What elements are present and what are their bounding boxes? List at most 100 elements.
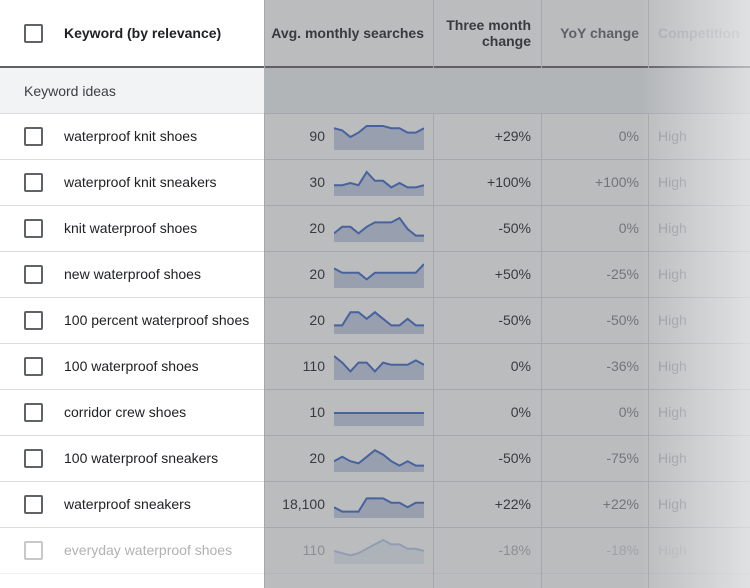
header-avg-monthly-searches[interactable]: Avg. monthly searches — [271, 25, 424, 41]
trend-sparkline — [334, 263, 424, 288]
trend-sparkline — [334, 310, 424, 334]
yoy-change: +100% — [595, 174, 639, 190]
sparkline-line — [334, 538, 424, 557]
sparkline-area — [334, 540, 424, 564]
competition-level: High — [658, 266, 687, 282]
sparkline-line — [334, 449, 424, 467]
sparkline-area — [334, 172, 424, 196]
three-month-change: +50% — [494, 266, 531, 282]
keyword-text: new waterproof shoes — [64, 266, 201, 282]
sparkline-area — [334, 218, 424, 242]
sparkline-line — [334, 125, 424, 139]
three-month-change: -18% — [498, 542, 531, 558]
row-checkbox[interactable] — [24, 219, 43, 238]
competition-level: High — [658, 174, 687, 190]
table-row[interactable]: everyday waterproof shoes 110 -18% -18% High — [0, 528, 750, 574]
column-divider — [433, 0, 434, 588]
sparkline-area — [334, 264, 424, 288]
table-row[interactable]: new waterproof shoes 20 +50% -25% High — [0, 252, 750, 298]
avg-monthly-searches: 20 — [309, 220, 325, 236]
avg-monthly-searches: 10 — [309, 404, 325, 420]
competition-level: High — [658, 404, 687, 420]
keyword-text: 100 waterproof shoes — [64, 358, 199, 374]
yoy-change: 0% — [618, 128, 639, 144]
avg-monthly-searches: 90 — [309, 128, 325, 144]
column-divider — [264, 0, 265, 588]
yoy-change: 0% — [618, 220, 639, 236]
three-month-change: -50% — [498, 220, 531, 236]
competition-level: High — [658, 542, 687, 558]
competition-level: High — [658, 220, 687, 236]
yoy-change: -75% — [606, 450, 639, 466]
table-row[interactable]: 100 waterproof sneakers 20 -50% -75% High — [0, 436, 750, 482]
select-all-checkbox[interactable] — [24, 23, 43, 43]
avg-monthly-searches: 110 — [302, 358, 325, 374]
table-row[interactable]: corridor crew shoes 10 0% 0% High — [0, 390, 750, 436]
table-row[interactable]: 100 percent waterproof shoes 20 -50% -50% Hi… — [0, 298, 750, 344]
row-checkbox[interactable] — [24, 311, 43, 330]
trend-sparkline — [334, 125, 424, 150]
table-row[interactable]: waterproof knit shoes 90 +29% 0% High — [0, 114, 750, 160]
yoy-change: -36% — [606, 358, 639, 374]
three-month-change: +22% — [494, 496, 531, 512]
table-row[interactable]: waterproof sneakers 18,100 +22% +22% High — [0, 482, 750, 528]
row-checkbox[interactable] — [24, 265, 43, 284]
column-divider — [541, 0, 542, 588]
keyword-text: knit waterproof shoes — [64, 220, 198, 236]
avg-monthly-searches: 20 — [309, 266, 325, 282]
header-three-month-change[interactable]: Three month change — [446, 17, 531, 49]
trend-sparkline — [334, 497, 424, 518]
row-checkbox[interactable] — [24, 127, 43, 146]
table-row[interactable]: 100 waterproof shoes 110 0% -36% High — [0, 344, 750, 390]
sparkline-line — [334, 355, 424, 373]
row-checkbox[interactable] — [24, 403, 43, 422]
competition-level: High — [658, 450, 687, 466]
table-row[interactable]: knit waterproof shoes 20 -50% 0% High — [0, 206, 750, 252]
avg-monthly-searches: 30 — [309, 174, 325, 190]
select-all-cell — [24, 0, 43, 66]
row-checkbox[interactable] — [24, 357, 43, 376]
trend-sparkline — [334, 355, 424, 380]
avg-monthly-searches: 110 — [302, 542, 325, 558]
sparkline-area — [334, 126, 424, 150]
avg-monthly-searches: 20 — [309, 450, 325, 466]
sparkline-area — [334, 450, 424, 472]
trend-sparkline — [334, 412, 424, 426]
header-yoy-change[interactable]: YoY change — [560, 25, 639, 41]
header-competition[interactable]: Competition — [658, 25, 740, 41]
keyword-text: waterproof knit sneakers — [64, 174, 217, 190]
row-checkbox[interactable] — [24, 173, 43, 192]
keyword-text: 100 percent waterproof shoes — [64, 312, 250, 328]
trend-sparkline — [334, 449, 424, 472]
row-checkbox[interactable] — [24, 541, 43, 560]
avg-monthly-searches: 18,100 — [282, 496, 325, 512]
yoy-change: 0% — [618, 404, 639, 420]
trend-sparkline — [334, 538, 424, 564]
yoy-change: +22% — [602, 496, 639, 512]
keyword-text: corridor crew shoes — [64, 404, 187, 420]
sparkline-area — [334, 312, 424, 334]
yoy-change: -25% — [606, 266, 639, 282]
trend-sparkline — [334, 216, 424, 242]
avg-monthly-searches: 20 — [309, 312, 325, 328]
keyword-text: 100 waterproof sneakers — [64, 450, 219, 466]
keyword-text: waterproof knit shoes — [64, 128, 198, 144]
three-month-change: +29% — [494, 128, 531, 144]
competition-level: High — [658, 128, 687, 144]
keyword-text: everyday waterproof shoes — [64, 542, 233, 558]
section-label: Keyword ideas — [24, 82, 116, 99]
keyword-text: waterproof sneakers — [64, 496, 191, 512]
row-checkbox[interactable] — [24, 495, 43, 514]
yoy-change: -50% — [606, 312, 639, 328]
three-month-change: -50% — [498, 312, 531, 328]
three-month-change: -50% — [498, 450, 531, 466]
three-month-change: 0% — [510, 358, 531, 374]
header-keyword[interactable]: Keyword (by relevance) — [64, 25, 222, 41]
competition-level: High — [658, 358, 687, 374]
sparkline-line — [334, 216, 424, 237]
table-row[interactable]: waterproof knit sneakers 30 +100% +100% High — [0, 160, 750, 206]
sparkline-line — [334, 497, 424, 513]
sparkline-line — [334, 263, 424, 281]
row-checkbox[interactable] — [24, 449, 43, 468]
sparkline-line — [334, 310, 424, 327]
